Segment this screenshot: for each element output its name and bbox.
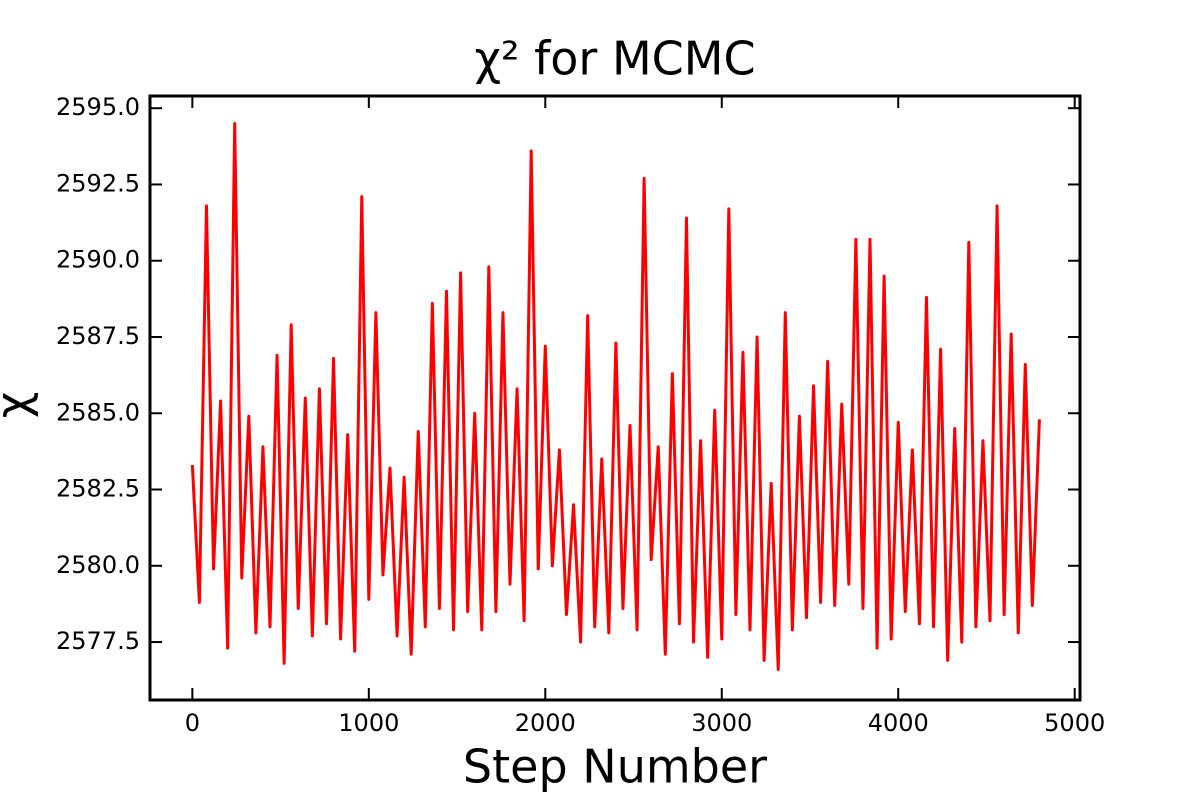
x-axis-label: Step Number — [463, 740, 767, 794]
y-tick-label: 2580.0 — [56, 551, 140, 579]
x-tick-label: 4000 — [868, 709, 929, 737]
data-line — [190, 121, 1041, 671]
x-tick-label: 2000 — [515, 709, 576, 737]
y-tick-label: 2595.0 — [56, 93, 140, 121]
x-tick-label: 0 — [185, 709, 200, 737]
plot-frame — [148, 94, 1082, 702]
y-tick-label: 2582.5 — [56, 475, 140, 503]
x-tick-label: 5000 — [1044, 709, 1105, 737]
y-tick-label: 2577.5 — [56, 627, 140, 655]
y-axis-label: χ — [0, 392, 40, 419]
y-tick-label: 2585.0 — [56, 398, 140, 426]
chart-title: χ² for MCMC — [474, 32, 755, 86]
y-tick-label: 2590.0 — [56, 246, 140, 274]
x-tick-label: 3000 — [691, 709, 752, 737]
y-tick-label: 2587.5 — [56, 322, 140, 350]
x-tick-label: 1000 — [338, 709, 399, 737]
y-tick-label: 2592.5 — [56, 169, 140, 197]
